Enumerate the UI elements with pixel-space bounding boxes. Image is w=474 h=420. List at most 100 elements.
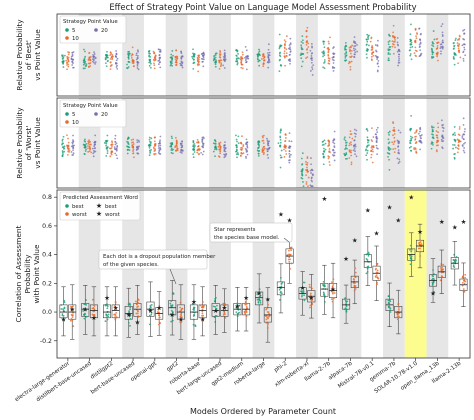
data-point: [237, 135, 240, 138]
data-point: [246, 153, 249, 156]
data-point: [371, 145, 374, 148]
data-point: [87, 150, 90, 153]
dropout-point: [158, 308, 161, 310]
data-point: [354, 45, 357, 47]
data-point: [129, 52, 131, 55]
data-point: [300, 47, 303, 50]
data-point: [214, 65, 217, 68]
data-point: [103, 142, 106, 144]
data-point: [415, 131, 418, 133]
data-point: [67, 141, 70, 144]
dropout-point: [452, 264, 455, 267]
data-point: [262, 65, 265, 68]
dropout-point: [397, 307, 400, 309]
data-point: [197, 148, 200, 151]
data-point: [376, 69, 379, 72]
data-point: [345, 147, 347, 149]
dropout-point: [344, 298, 346, 300]
data-point: [180, 148, 183, 151]
data-point: [212, 59, 215, 62]
data-point: [349, 130, 352, 133]
data-point: [114, 134, 117, 137]
dropout-point: [214, 321, 217, 323]
data-point: [415, 151, 418, 154]
data-point: [283, 55, 286, 58]
dropout-point: [267, 311, 270, 314]
data-point: [148, 154, 151, 157]
data-point: [366, 136, 369, 139]
data-point: [174, 58, 177, 61]
data-point: [367, 35, 370, 38]
data-point: [462, 117, 465, 120]
data-point: [158, 61, 161, 64]
dropout-point: [84, 313, 86, 316]
data-point: [152, 50, 155, 53]
data-point: [171, 50, 174, 52]
dropout-point: [222, 304, 225, 307]
legend2-entry-20: 20: [101, 112, 108, 118]
data-point: [159, 51, 162, 53]
data-point: [62, 142, 65, 145]
data-point: [328, 148, 331, 150]
data-point: [150, 137, 153, 140]
data-point: [409, 141, 411, 144]
dropout-point: [353, 286, 356, 288]
dropout-point: [366, 267, 369, 270]
data-point: [94, 62, 96, 65]
data-point: [83, 61, 86, 64]
data-point: [114, 62, 117, 65]
data-point: [332, 56, 335, 59]
dropout-point: [345, 305, 348, 308]
dropout-point: [114, 301, 117, 304]
data-point: [240, 152, 243, 155]
data-point: [452, 57, 455, 59]
data-point: [267, 66, 270, 69]
data-point: [89, 55, 92, 58]
data-point: [458, 38, 460, 41]
legend3-entry-best-star: best: [105, 204, 117, 210]
data-point: [72, 144, 74, 147]
data-point: [88, 57, 91, 59]
data-point: [456, 44, 459, 47]
data-point: [327, 54, 330, 56]
data-point: [263, 145, 265, 148]
dropout-point: [202, 304, 205, 307]
data-point: [67, 63, 70, 66]
dropout-point: [243, 311, 246, 313]
data-point: [311, 59, 313, 62]
dropout-point: [69, 319, 72, 322]
dropout-point: [236, 305, 238, 307]
dropout-point: [333, 297, 336, 299]
data-point: [115, 59, 118, 62]
data-point: [197, 141, 200, 144]
dropout-point: [420, 243, 423, 245]
data-point: [93, 141, 96, 144]
data-point: [348, 46, 351, 49]
data-point: [415, 35, 417, 38]
data-point: [67, 53, 70, 56]
data-point: [432, 30, 435, 32]
data-point: [369, 40, 372, 43]
data-point: [237, 153, 240, 156]
data-point: [393, 126, 395, 129]
data-point: [181, 140, 183, 143]
dropout-point: [148, 314, 151, 317]
data-point: [157, 63, 160, 66]
data-point: [266, 137, 268, 140]
data-point: [169, 61, 172, 64]
data-point: [370, 139, 373, 141]
data-point: [171, 58, 173, 61]
data-point: [94, 150, 97, 153]
data-point: [328, 142, 330, 145]
data-point: [388, 130, 391, 133]
data-point: [418, 27, 420, 30]
data-point: [90, 151, 93, 154]
data-point: [410, 41, 413, 44]
data-point: [170, 63, 172, 66]
data-point: [333, 59, 335, 62]
data-point: [171, 143, 174, 146]
dropout-point: [136, 309, 139, 312]
data-point: [289, 37, 292, 40]
data-point: [267, 59, 270, 61]
dropout-point: [309, 298, 312, 300]
